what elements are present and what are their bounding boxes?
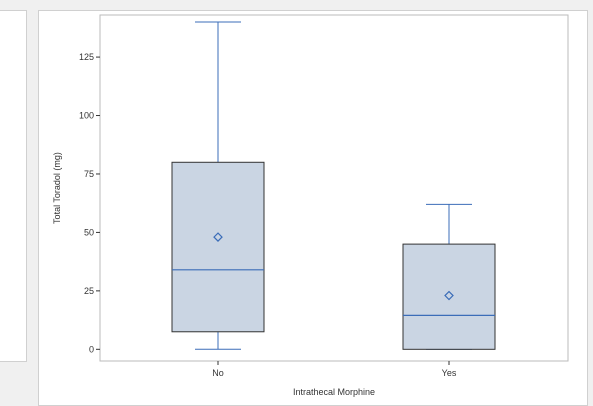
y-tick-label: 25: [84, 286, 94, 296]
y-tick-label: 0: [89, 344, 94, 354]
x-tick-label: No: [212, 368, 224, 378]
y-tick-label: 125: [79, 52, 94, 62]
boxes: [171, 21, 496, 350]
y-axis-title: Total Toradol (mg): [52, 152, 62, 224]
box-iqr: [171, 161, 265, 333]
plot-frame: [99, 14, 569, 362]
box-yes: [402, 203, 496, 350]
left-panel: [0, 10, 27, 362]
y-tick-label: 50: [84, 227, 94, 237]
x-axis-title: Intrathecal Morphine: [293, 387, 375, 397]
axes: 0 25 50 75 100 125 No Yes: [79, 52, 457, 378]
plot-area: [99, 14, 569, 362]
box-iqr: [402, 243, 496, 350]
box-no: [171, 21, 265, 350]
y-tick-label: 75: [84, 169, 94, 179]
x-tick-label: Yes: [442, 368, 457, 378]
mean-marker: [213, 232, 223, 242]
chart-panel: [38, 10, 588, 406]
mean-marker: [444, 290, 454, 301]
y-tick-label: 100: [79, 111, 94, 121]
